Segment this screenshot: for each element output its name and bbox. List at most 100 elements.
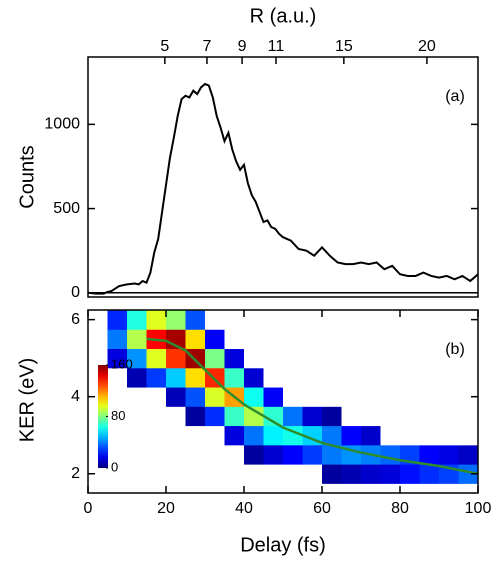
heat-cell [146,464,167,484]
heat-cell [185,444,206,465]
heat-cell [361,329,381,350]
heat-cell [205,444,225,465]
heat-cell [302,348,323,369]
top-tick-label: 5 [160,38,169,55]
heat-cell [205,387,225,407]
heat-cell [341,348,362,369]
heat-cell [166,444,186,465]
y-tick-label: 2 [71,465,80,482]
heat-cell [302,444,323,465]
plot-area [88,82,478,295]
heat-cell [107,329,128,350]
panel-label: (b) [445,341,465,358]
heat-cell [244,444,264,465]
heat-cell [166,425,186,446]
heat-cell [224,367,245,388]
heat-cell [380,387,401,407]
heat-cell [419,464,440,484]
heat-cell [439,444,459,465]
heat-cell [107,406,128,427]
heat-cell [263,406,284,427]
heat-cell [224,310,245,330]
panel-frame [87,56,479,298]
heat-cell [302,406,323,427]
heat-cell [400,310,420,330]
heat-cell [380,444,401,465]
top-tick-label: 20 [418,38,436,55]
heat-cell [244,348,264,369]
heat-cell [322,329,342,350]
heat-cell [263,310,284,330]
fit-line [146,337,478,475]
colorbar-tick-label: 0 [111,459,118,474]
colorbar [98,365,108,468]
heat-cell [224,406,245,427]
heat-cell [107,425,128,446]
heat-cell [127,425,147,446]
heat-cell [244,464,264,484]
x-tick-label: 0 [84,500,93,517]
heat-cell [341,329,362,350]
heat-cell [400,329,420,350]
heat-cell [302,329,323,350]
heat-cell [127,310,147,330]
heat-cell [439,367,459,388]
heat-cell [205,367,225,388]
heat-cell [400,444,420,465]
heat-cell [380,425,401,446]
heat-cell [185,387,206,407]
colorbar-tick-label: 80 [111,408,125,423]
heat-cell [341,406,362,427]
heat-cell [263,425,284,446]
heat-cell [458,367,478,388]
top-axis-label: R (a.u.) [250,5,317,27]
heat-cell [439,406,459,427]
x-tick-label: 40 [235,500,253,517]
y-tick-label: 6 [71,311,80,328]
heat-cell [322,425,342,446]
heat-cell [166,387,186,407]
heat-cell [458,425,478,446]
heat-cell [361,425,381,446]
heat-cell [185,348,206,369]
heat-cell [166,348,186,369]
heat-cell [283,444,303,465]
panel-frame [87,309,479,494]
heat-cell [244,329,264,350]
heat-cell [341,464,362,484]
heat-cell [146,387,167,407]
heat-cell [205,310,225,330]
heat-cell [380,348,401,369]
heat-cell [263,387,284,407]
top-tick-label: 11 [268,38,285,55]
heat-cell [439,329,459,350]
heat-cell [322,367,342,388]
heat-cell [224,329,245,350]
heat-cell [341,310,362,330]
heat-cell [361,406,381,427]
heat-cell [107,464,128,484]
heat-cell [127,444,147,465]
heat-cell [380,329,401,350]
heat-cell [146,367,167,388]
heat-cell [400,464,420,484]
heat-cell [439,425,459,446]
heat-cell [400,406,420,427]
heat-cell [458,406,478,427]
data-line [88,82,478,295]
heat-cell [341,367,362,388]
heat-cell [127,406,147,427]
heat-cell [244,406,264,427]
colorbar-tick-label: 160 [111,356,133,371]
heat-cell [244,310,264,330]
heat-cell [458,329,478,350]
heat-cell [380,310,401,330]
heat-cell [322,444,342,465]
heat-cell [185,425,206,446]
y-axis-label: KER (eV) [16,358,38,442]
heat-cell [244,367,264,388]
x-tick-label: 20 [157,500,175,517]
heat-cell [361,387,381,407]
heat-cell [400,387,420,407]
heat-cell [166,406,186,427]
